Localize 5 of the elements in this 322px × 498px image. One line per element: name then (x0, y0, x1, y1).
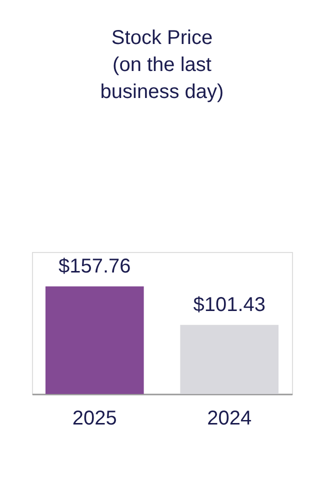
data-label: $157.76 (58, 255, 131, 278)
data-label: $101.43 (193, 294, 266, 316)
x-tick-label: 2024 (207, 408, 252, 430)
x-tick-label: 2025 (72, 408, 117, 430)
chart-title: Stock Price (on the last business day) (100, 27, 224, 103)
